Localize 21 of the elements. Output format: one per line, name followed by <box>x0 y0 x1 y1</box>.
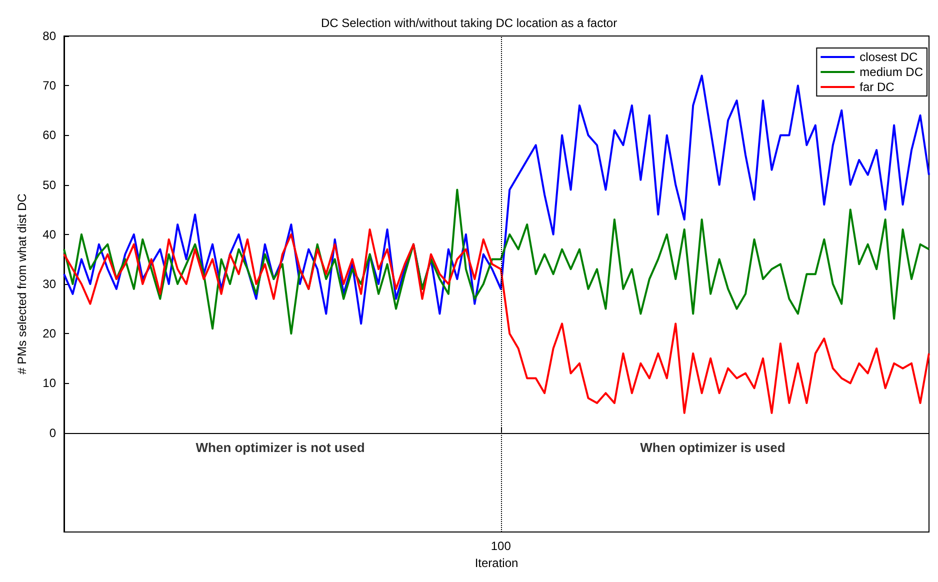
line-series <box>63 188 930 335</box>
legend-label: medium DC <box>860 65 924 79</box>
x-axis-title: Iteration <box>474 556 518 570</box>
y-tick-label: 40 <box>42 227 56 242</box>
line-series <box>63 228 930 414</box>
y-tick-label: 50 <box>42 178 56 192</box>
annotation: When optimizer is not used <box>196 440 365 456</box>
y-tick-label: 60 <box>42 128 56 142</box>
y-tick-label: 10 <box>42 376 56 390</box>
y-tick-label: 30 <box>42 277 56 291</box>
x-tick-label: 100 <box>490 539 512 553</box>
line-series <box>63 74 930 325</box>
y-tick-label: 20 <box>42 326 56 341</box>
legend-label: closest DC <box>860 50 918 64</box>
y-axis-title: # PMs selected from what dist DC <box>15 193 29 374</box>
annotation: When optimizer is used <box>640 440 786 456</box>
chart-title: DC Selection with/without taking DC location as a factor <box>320 16 618 30</box>
y-tick-label: 80 <box>42 29 56 43</box>
legend-label: far DC <box>860 80 895 94</box>
y-tick-label: 0 <box>49 426 56 440</box>
y-tick-label: 70 <box>42 78 56 93</box>
